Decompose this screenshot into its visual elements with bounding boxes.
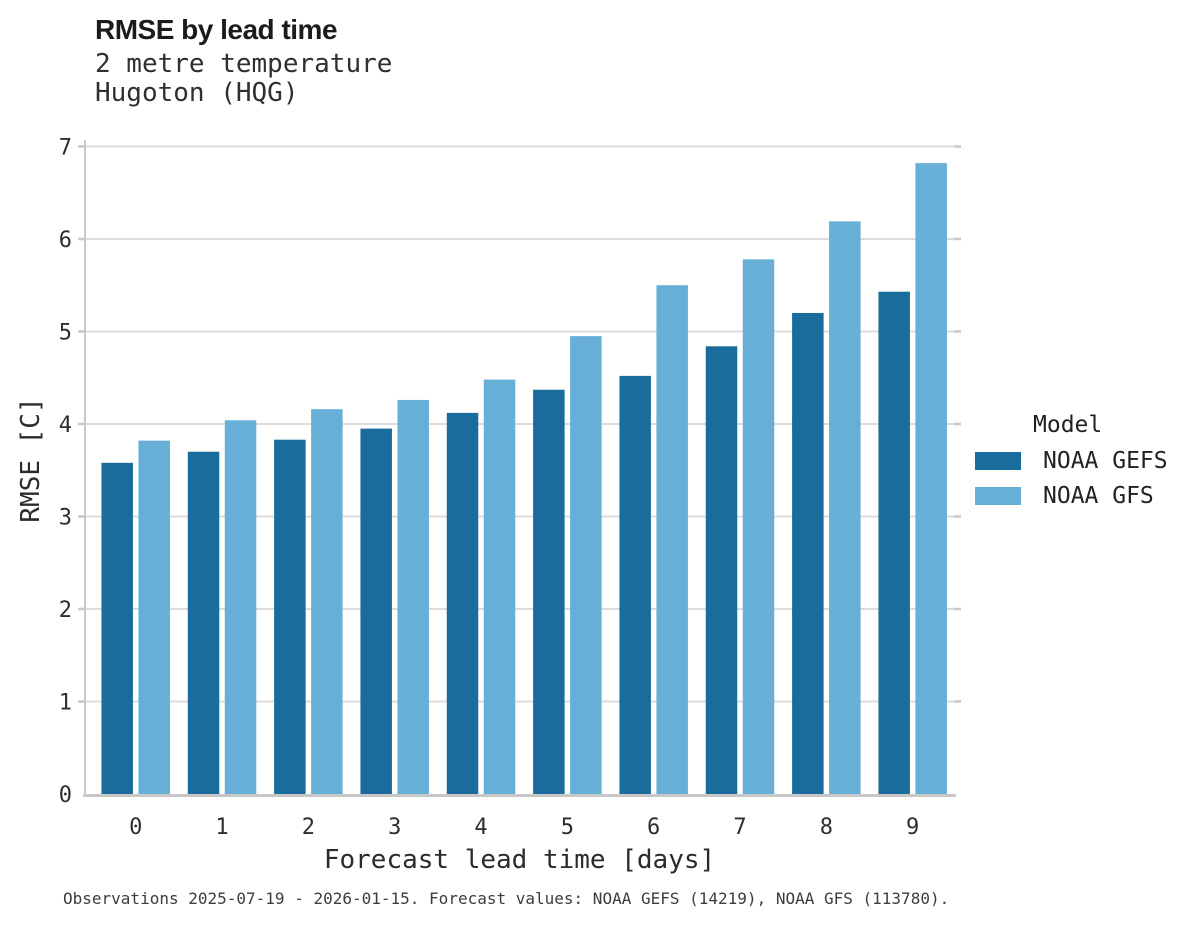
bar-noaa-gfs-lead0 bbox=[138, 440, 170, 794]
bar-noaa-gefs-lead3 bbox=[360, 428, 392, 794]
figure-caption: Observations 2025-07-19 - 2026-01-15. Fo… bbox=[63, 889, 950, 908]
x-tick-label-8: 8 bbox=[820, 815, 833, 840]
x-axis-title: Forecast lead time [days] bbox=[323, 845, 716, 875]
bar-noaa-gefs-lead4 bbox=[446, 412, 479, 794]
x-tick-label-3: 3 bbox=[388, 815, 401, 840]
bar-noaa-gfs-lead3 bbox=[397, 399, 429, 794]
bar-noaa-gefs-lead1 bbox=[187, 451, 220, 794]
bar-noaa-gfs-lead9 bbox=[915, 163, 947, 795]
y-tick-label-2: 2 bbox=[59, 598, 72, 623]
y-tick-label-6: 6 bbox=[59, 228, 72, 253]
y-tick-label-0: 0 bbox=[59, 783, 72, 808]
y-tick-label-5: 5 bbox=[59, 320, 72, 345]
bar-noaa-gefs-lead0 bbox=[101, 462, 133, 794]
bar-noaa-gfs-lead1 bbox=[224, 420, 257, 794]
chart-subtitle-variable: 2 metre temperature bbox=[95, 49, 393, 79]
legend-label-gfs: NOAA GFS bbox=[1043, 483, 1154, 509]
y-tick-label-3: 3 bbox=[59, 505, 72, 530]
x-tick-label-4: 4 bbox=[474, 815, 487, 840]
bar-noaa-gefs-lead6 bbox=[619, 375, 651, 794]
bar-noaa-gfs-lead2 bbox=[311, 409, 343, 794]
x-tick-label-2: 2 bbox=[302, 815, 315, 840]
legend-label-gefs: NOAA GEFS bbox=[1043, 448, 1168, 474]
chart-title: RMSE by lead time bbox=[95, 14, 338, 45]
y-tick-label-1: 1 bbox=[59, 690, 72, 715]
x-tick-label-6: 6 bbox=[647, 815, 660, 840]
legend: Model NOAA GEFS NOAA GFS bbox=[975, 412, 1168, 522]
bar-noaa-gefs-lead9 bbox=[878, 291, 910, 794]
legend-title: Model bbox=[1033, 412, 1103, 438]
legend-item-noaa-gefs: NOAA GEFS bbox=[975, 448, 1168, 474]
legend-swatch-gefs-icon bbox=[975, 452, 1021, 470]
x-tick-label-9: 9 bbox=[906, 815, 919, 840]
bar-noaa-gfs-lead8 bbox=[829, 221, 861, 795]
x-tick-label-5: 5 bbox=[561, 815, 574, 840]
bar-noaa-gfs-lead7 bbox=[742, 259, 775, 794]
bar-noaa-gefs-lead8 bbox=[792, 312, 824, 794]
x-tick-label-1: 1 bbox=[215, 815, 228, 840]
legend-swatch-gfs-icon bbox=[975, 487, 1021, 505]
bar-noaa-gfs-lead6 bbox=[656, 285, 688, 794]
x-tick-label-7: 7 bbox=[733, 815, 746, 840]
bar-noaa-gfs-lead4 bbox=[483, 379, 516, 794]
bar-noaa-gfs-lead5 bbox=[570, 336, 602, 794]
x-tick-label-0: 0 bbox=[129, 815, 142, 840]
bar-noaa-gefs-lead7 bbox=[705, 346, 738, 794]
y-tick-label-4: 4 bbox=[59, 413, 72, 438]
y-tick-label-7: 7 bbox=[59, 135, 72, 160]
bar-noaa-gefs-lead5 bbox=[533, 389, 565, 794]
legend-item-noaa-gfs: NOAA GFS bbox=[975, 483, 1168, 509]
bar-noaa-gefs-lead2 bbox=[274, 439, 306, 794]
y-axis-title: RMSE [C] bbox=[16, 397, 46, 523]
chart-subtitle-station: Hugoton (HQG) bbox=[95, 78, 299, 108]
